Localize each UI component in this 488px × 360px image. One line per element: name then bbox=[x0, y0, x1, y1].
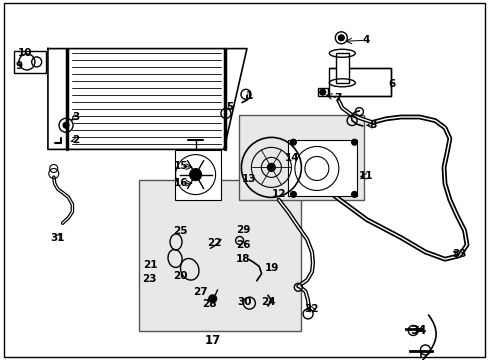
Text: 5: 5 bbox=[226, 102, 233, 112]
Circle shape bbox=[290, 192, 296, 197]
Circle shape bbox=[351, 139, 357, 145]
Circle shape bbox=[319, 89, 325, 95]
Text: 17: 17 bbox=[204, 334, 221, 347]
Text: 13: 13 bbox=[242, 174, 256, 184]
Text: 19: 19 bbox=[264, 263, 279, 273]
Bar bbox=[336, 53, 348, 83]
Bar bbox=[328, 68, 390, 96]
Circle shape bbox=[351, 192, 357, 197]
Text: 15: 15 bbox=[173, 161, 188, 171]
Text: 16: 16 bbox=[173, 178, 188, 188]
Text: 24: 24 bbox=[260, 297, 275, 307]
Text: 3: 3 bbox=[72, 112, 79, 122]
Bar bbox=[287, 140, 356, 196]
Text: 20: 20 bbox=[172, 271, 187, 282]
Text: 2: 2 bbox=[72, 135, 79, 145]
Text: 26: 26 bbox=[236, 240, 250, 250]
Text: 28: 28 bbox=[202, 299, 216, 309]
Text: 10: 10 bbox=[18, 48, 33, 58]
Text: 9: 9 bbox=[16, 60, 23, 71]
Bar bbox=[139, 180, 300, 331]
Text: 30: 30 bbox=[237, 297, 251, 307]
Text: 22: 22 bbox=[206, 238, 221, 248]
Text: 27: 27 bbox=[193, 287, 207, 297]
Circle shape bbox=[338, 35, 344, 41]
Circle shape bbox=[290, 139, 296, 145]
Text: 32: 32 bbox=[304, 304, 319, 314]
Text: 23: 23 bbox=[142, 274, 156, 284]
Text: 4: 4 bbox=[361, 35, 369, 45]
Text: 12: 12 bbox=[271, 189, 285, 199]
Text: 6: 6 bbox=[388, 78, 395, 89]
Circle shape bbox=[208, 295, 216, 303]
Text: 18: 18 bbox=[236, 254, 250, 264]
Text: 8: 8 bbox=[368, 120, 375, 130]
Circle shape bbox=[267, 163, 275, 171]
Text: 1: 1 bbox=[245, 91, 252, 102]
Text: 31: 31 bbox=[50, 233, 65, 243]
Bar bbox=[175, 150, 221, 200]
Bar bbox=[14, 51, 46, 73]
Text: 14: 14 bbox=[285, 153, 299, 163]
Circle shape bbox=[63, 122, 69, 128]
Text: 7: 7 bbox=[334, 93, 342, 103]
Text: 21: 21 bbox=[143, 260, 158, 270]
Text: 11: 11 bbox=[358, 171, 372, 181]
Bar bbox=[238, 115, 364, 200]
Text: 29: 29 bbox=[236, 225, 250, 235]
Text: 25: 25 bbox=[172, 226, 187, 236]
Text: 34: 34 bbox=[409, 324, 426, 337]
Text: 33: 33 bbox=[451, 249, 466, 259]
Circle shape bbox=[189, 168, 201, 181]
Bar bbox=[317, 88, 327, 96]
